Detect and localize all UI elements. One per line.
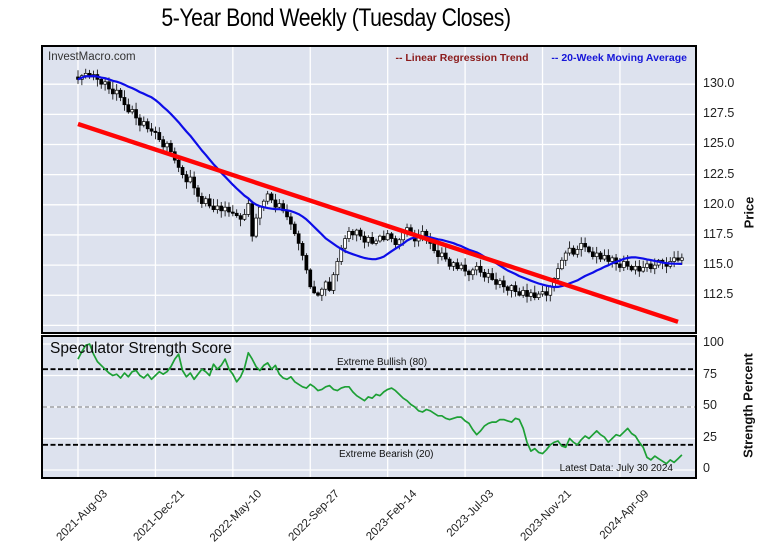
price-ytick-122.5: 122.5 (703, 166, 735, 181)
price-ytick-112.5: 112.5 (703, 287, 734, 302)
strength-ytick-0: 0 (703, 461, 710, 475)
price-chart-svg (43, 47, 695, 332)
price-ytick-130.0: 130.0 (703, 76, 735, 91)
watermark: InvestMacro.com (48, 51, 136, 63)
latest-data-note: Latest Data: July 30 2024 (559, 463, 673, 474)
x-tick-label-2023-Feb-14: 2023-Feb-14 (364, 488, 420, 544)
strength-ytick-25: 25 (703, 429, 717, 444)
legend-moving-average: -- 20-Week Moving Average (551, 52, 687, 64)
strength-ytick-75: 75 (703, 366, 717, 381)
x-tick-label-2023-Nov-21: 2023-Nov-21 (518, 488, 575, 544)
price-axis-label: Price (741, 196, 757, 229)
extreme-bullish-label: Extreme Bullish (80) (337, 357, 428, 368)
legend-regression-trend: -- Linear Regression Trend (395, 52, 529, 64)
strength-panel-title: Speculator Strength Score (50, 340, 232, 357)
chart-title: 5-Year Bond Weekly (Tuesday Closes) (161, 4, 511, 32)
x-tick-label-2023-Jul-03: 2023-Jul-03 (445, 488, 497, 540)
strength-panel: Speculator Strength Score Extreme Bullis… (41, 335, 697, 479)
strength-axis-label: Strength Percent (740, 353, 756, 458)
extreme-bearish-label: Extreme Bearish (20) (339, 449, 434, 460)
price-ytick-120.0: 120.0 (703, 196, 735, 211)
x-tick-label-2021-Aug-03: 2021-Aug-03 (53, 488, 110, 544)
price-panel: InvestMacro.com -- Linear Regression Tre… (41, 45, 697, 334)
price-ytick-117.5: 117.5 (703, 226, 734, 241)
strength-chart-svg (43, 337, 695, 477)
strength-ytick-50: 50 (703, 398, 717, 412)
legend: -- Linear Regression Trend -- 20-Week Mo… (395, 52, 687, 64)
strength-ytick-100: 100 (703, 335, 724, 349)
x-tick-label-2024-Apr-09: 2024-Apr-09 (597, 488, 652, 542)
price-ytick-125.0: 125.0 (703, 136, 735, 151)
x-tick-label-2021-Dec-21: 2021-Dec-21 (131, 488, 187, 544)
price-ytick-115.0: 115.0 (703, 257, 734, 272)
x-tick-label-2022-Sep-27: 2022-Sep-27 (286, 488, 342, 544)
price-ytick-127.5: 127.5 (703, 106, 735, 121)
x-tick-label-2022-May-10: 2022-May-10 (207, 488, 265, 545)
